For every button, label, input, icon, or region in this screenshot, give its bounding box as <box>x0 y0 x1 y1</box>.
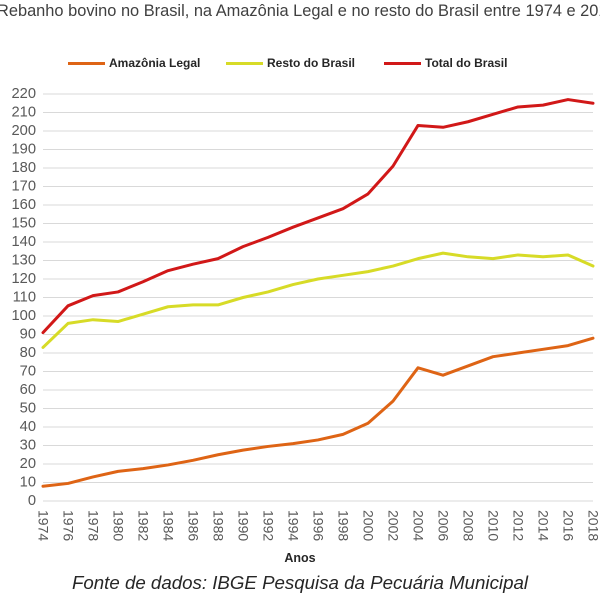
svg-text:70: 70 <box>20 364 36 380</box>
svg-text:2008: 2008 <box>461 510 477 541</box>
svg-text:100: 100 <box>11 308 36 324</box>
svg-text:2004: 2004 <box>411 510 427 541</box>
svg-text:0: 0 <box>28 493 36 509</box>
svg-text:1994: 1994 <box>286 510 302 541</box>
svg-text:2010: 2010 <box>486 510 502 541</box>
svg-text:90: 90 <box>20 327 36 343</box>
svg-text:2000: 2000 <box>361 510 377 541</box>
svg-text:1988: 1988 <box>211 510 227 541</box>
svg-text:1992: 1992 <box>261 510 277 541</box>
svg-text:30: 30 <box>20 438 36 454</box>
svg-text:2012: 2012 <box>511 510 527 541</box>
svg-text:120: 120 <box>11 271 36 287</box>
svg-text:2006: 2006 <box>436 510 452 541</box>
svg-text:1990: 1990 <box>236 510 252 541</box>
svg-text:170: 170 <box>11 179 36 195</box>
svg-text:1996: 1996 <box>311 510 327 541</box>
svg-text:60: 60 <box>20 382 36 398</box>
svg-text:1974: 1974 <box>36 510 52 541</box>
svg-text:2014: 2014 <box>536 510 552 541</box>
svg-text:1998: 1998 <box>336 510 352 541</box>
svg-text:50: 50 <box>20 401 36 417</box>
svg-text:1986: 1986 <box>186 510 202 541</box>
svg-text:80: 80 <box>20 345 36 361</box>
svg-text:20: 20 <box>20 456 36 472</box>
svg-text:140: 140 <box>11 234 36 250</box>
svg-text:2016: 2016 <box>561 510 577 541</box>
svg-text:2002: 2002 <box>386 510 402 541</box>
svg-text:180: 180 <box>11 160 36 176</box>
svg-text:1984: 1984 <box>161 510 177 541</box>
svg-text:150: 150 <box>11 216 36 232</box>
svg-text:130: 130 <box>11 253 36 269</box>
svg-text:2018: 2018 <box>586 510 600 541</box>
svg-text:1982: 1982 <box>136 510 152 541</box>
svg-text:220: 220 <box>11 86 36 102</box>
svg-text:160: 160 <box>11 197 36 213</box>
svg-text:1978: 1978 <box>86 510 102 541</box>
svg-text:40: 40 <box>20 419 36 435</box>
svg-text:190: 190 <box>11 142 36 158</box>
svg-text:1980: 1980 <box>111 510 127 541</box>
svg-text:200: 200 <box>11 123 36 139</box>
svg-text:10: 10 <box>20 475 36 491</box>
svg-text:210: 210 <box>11 105 36 121</box>
svg-text:1976: 1976 <box>61 510 77 541</box>
svg-text:110: 110 <box>13 290 36 306</box>
